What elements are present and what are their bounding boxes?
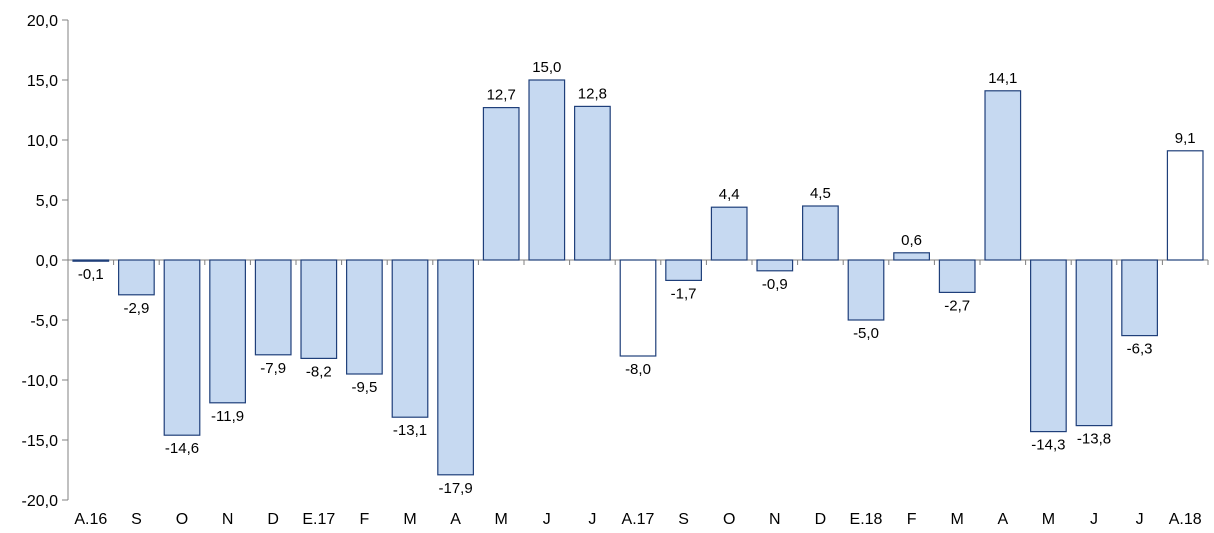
bar-22 xyxy=(1075,259,1113,427)
x-tick-label: E.18 xyxy=(850,511,883,528)
bar-7 xyxy=(391,259,429,418)
data-label: -13,8 xyxy=(1077,431,1111,448)
bars xyxy=(72,79,1204,476)
x-tick-label: A.17 xyxy=(622,511,655,528)
x-tick-label: M xyxy=(1042,511,1055,528)
data-label: -8,0 xyxy=(625,361,651,378)
data-label: -5,0 xyxy=(853,325,879,342)
bar-5 xyxy=(300,259,338,360)
data-label: -8,2 xyxy=(306,363,332,380)
data-label: -2,9 xyxy=(123,300,149,317)
data-label: -14,3 xyxy=(1031,437,1065,454)
y-axis: 20,0 15,0 10,0 5,0 0,0 -5,0 -10,0 -15,0 -20,0 xyxy=(22,13,69,510)
bar-13 xyxy=(665,259,702,281)
y-tick-label: 10,0 xyxy=(27,133,58,150)
x-tick-label: A.16 xyxy=(74,511,107,528)
bar-24 xyxy=(1166,150,1204,261)
x-tick-label: F xyxy=(907,511,917,528)
data-label: 15,0 xyxy=(532,59,561,76)
x-tick-label: N xyxy=(222,511,234,528)
y-tick-label: -20,0 xyxy=(22,493,59,510)
x-tick-label: O xyxy=(723,511,735,528)
x-tick-label: D xyxy=(815,511,827,528)
data-label: -6,3 xyxy=(1127,341,1153,358)
data-label: 0,6 xyxy=(901,232,922,249)
x-tick-label: J xyxy=(543,511,551,528)
bar-8 xyxy=(437,259,474,476)
x-tick-label: J xyxy=(1090,511,1098,528)
bar-2 xyxy=(163,259,201,436)
bar-21 xyxy=(1030,259,1067,433)
bar-12 xyxy=(619,259,657,357)
x-tick-label: A xyxy=(997,511,1008,528)
bar-17 xyxy=(847,259,885,321)
bar-10 xyxy=(528,79,566,261)
data-label: -0,1 xyxy=(78,266,104,283)
bar-1 xyxy=(118,259,155,296)
x-tick-label: F xyxy=(360,511,370,528)
bar-23 xyxy=(1121,259,1158,337)
x-tick-label: J xyxy=(588,511,596,528)
data-label: -11,9 xyxy=(211,408,244,425)
bar-19 xyxy=(938,259,976,294)
x-tick-label: S xyxy=(131,511,142,528)
bar-4 xyxy=(254,259,292,356)
y-tick-label: -15,0 xyxy=(22,433,59,450)
data-label: -9,5 xyxy=(351,379,377,396)
x-tick-label: O xyxy=(176,511,188,528)
data-label: -13,1 xyxy=(393,422,427,439)
y-tick-label: -10,0 xyxy=(22,373,59,390)
data-label: 12,8 xyxy=(578,85,607,102)
bar-20 xyxy=(984,90,1022,261)
y-tick-label: 5,0 xyxy=(36,193,58,210)
y-tick-label: 20,0 xyxy=(27,13,58,30)
data-label: -7,9 xyxy=(260,360,286,377)
data-label: 12,7 xyxy=(487,87,516,104)
bar-15 xyxy=(756,259,794,272)
bar-0 xyxy=(72,259,110,262)
x-tick-label: E.17 xyxy=(302,511,335,528)
x-tick-label: N xyxy=(769,511,781,528)
data-label: -2,7 xyxy=(944,297,970,314)
bar-14 xyxy=(710,206,748,261)
bar-18 xyxy=(893,252,930,261)
bar-3 xyxy=(209,259,246,404)
x-tick-label: M xyxy=(495,511,508,528)
bar-6 xyxy=(346,259,383,375)
x-tick-label: M xyxy=(403,511,416,528)
data-label: -17,9 xyxy=(438,480,472,497)
x-tick-label: J xyxy=(1136,511,1144,528)
data-label: -14,6 xyxy=(165,440,199,457)
data-label: 4,5 xyxy=(810,185,831,202)
bar-9 xyxy=(482,106,520,261)
data-label: -1,7 xyxy=(671,285,697,302)
x-tick-label: A xyxy=(450,511,461,528)
y-tick-label: 0,0 xyxy=(36,253,58,270)
x-tick-label: A.18 xyxy=(1169,511,1202,528)
data-label: 14,1 xyxy=(988,70,1017,87)
bar-16 xyxy=(802,205,839,261)
data-label: 9,1 xyxy=(1175,130,1196,147)
data-labels: -0,1 -2,9 -14,6 -11,9 -7,9 -8,2 -9,5 -13,1 -17,9… xyxy=(78,59,1196,497)
data-label: 4,4 xyxy=(719,186,740,203)
data-label: -0,9 xyxy=(762,276,788,293)
bar-11 xyxy=(574,105,611,261)
x-tick-label: M xyxy=(951,511,964,528)
y-tick-label: 15,0 xyxy=(27,73,58,90)
x-tick-label: S xyxy=(678,511,689,528)
y-tick-label: -5,0 xyxy=(30,313,58,330)
x-tick-label: D xyxy=(267,511,279,528)
